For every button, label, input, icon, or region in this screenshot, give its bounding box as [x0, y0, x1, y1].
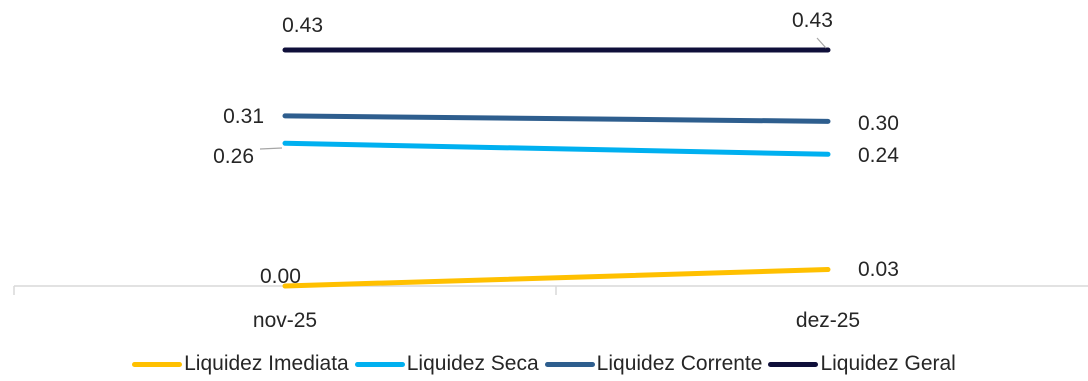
x-tick-label-layer: nov-25 dez-25	[253, 309, 860, 332]
data-label-layer: 0.00 0.03 0.26 0.24 0.31 0.30 0.43 0.43	[213, 9, 899, 288]
series-line-liquidez-imediata	[282, 267, 831, 289]
line-chart-plot: 0.00 0.03 0.26 0.24 0.31 0.30 0.43 0.43 nov-25 d…	[13, 9, 1088, 332]
data-label-liquidez-corrente-nov-25: 0.31	[223, 105, 264, 128]
data-label-liquidez-geral-nov-25: 0.43	[282, 14, 323, 37]
data-label-liquidez-seca-nov-25: 0.26	[213, 145, 254, 168]
label-leader-liquidez-geral-dez-25	[816, 37, 827, 49]
data-label-liquidez-imediata-dez-25: 0.03	[858, 258, 899, 281]
legend-label-liquidez-corrente: Liquidez Corrente	[596, 352, 763, 375]
data-label-liquidez-seca-dez-25: 0.24	[858, 144, 899, 167]
data-label-liquidez-imediata-nov-25: 0.00	[260, 265, 301, 288]
series-layer	[282, 47, 831, 289]
legend-swatch-liquidez-imediata	[132, 361, 183, 367]
legend-swatch-liquidez-seca	[354, 361, 405, 367]
legend-item-liquidez-corrente: Liquidez Corrente	[544, 352, 763, 376]
x-tick-label-dez-25: dez-25	[796, 309, 860, 332]
legend-item-liquidez-seca: Liquidez Seca	[354, 352, 539, 376]
series-line-liquidez-seca	[282, 140, 831, 157]
legend: Liquidez Imediata Liquidez Seca Liquidez C…	[0, 350, 1088, 378]
legend-swatch-liquidez-corrente	[544, 361, 595, 367]
data-label-liquidez-geral-dez-25: 0.43	[792, 9, 833, 32]
data-label-liquidez-corrente-dez-25: 0.30	[858, 112, 899, 135]
series-line-liquidez-corrente	[282, 113, 831, 124]
legend-label-liquidez-imediata: Liquidez Imediata	[184, 352, 349, 375]
legend-item-liquidez-geral: Liquidez Geral	[768, 352, 956, 376]
legend-label-liquidez-geral: Liquidez Geral	[820, 352, 956, 375]
legend-label-liquidez-seca: Liquidez Seca	[406, 352, 539, 375]
legend-swatch-liquidez-geral	[768, 361, 819, 367]
label-leader-liquidez-seca-nov-25	[259, 147, 283, 150]
legend-item-liquidez-imediata: Liquidez Imediata	[132, 352, 349, 376]
x-tick-label-nov-25: nov-25	[253, 309, 317, 332]
